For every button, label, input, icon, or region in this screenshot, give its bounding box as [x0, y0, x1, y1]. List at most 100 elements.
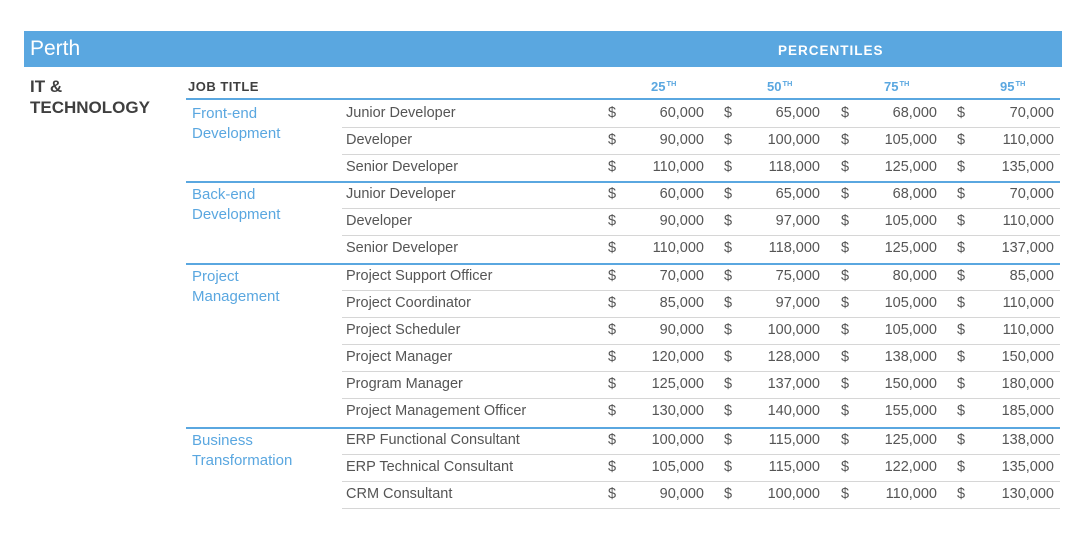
header-rule — [186, 98, 1060, 100]
salary-value-p25: 110,000 — [652, 159, 704, 175]
job-title-cell: Project Management Officer — [346, 403, 527, 419]
currency-symbol: $ — [608, 322, 617, 338]
percentile-header-25: 25TH — [651, 79, 676, 94]
salary-value-p50: 65,000 — [775, 105, 820, 121]
salary-value-p50: 137,000 — [767, 376, 820, 392]
currency-symbol: $ — [608, 240, 617, 256]
salary-value-p25: 90,000 — [659, 322, 704, 338]
currency-symbol: $ — [724, 268, 733, 284]
table-row: Senior Developer $110,000 $118,000 $125,000… — [342, 155, 1060, 182]
job-title-cell: ERP Functional Consultant — [346, 432, 520, 448]
currency-symbol: $ — [957, 105, 966, 121]
percentile-number: 50 — [767, 79, 782, 94]
currency-symbol: $ — [957, 486, 966, 502]
currency-symbol: $ — [608, 132, 617, 148]
currency-symbol: $ — [957, 186, 966, 202]
table-row: Program Manager $125,000 $137,000 $150,000 $… — [342, 372, 1060, 399]
job-title-cell: Developer — [346, 213, 413, 229]
currency-symbol: $ — [957, 432, 966, 448]
currency-symbol: $ — [724, 432, 733, 448]
percentile-header-95: 95TH — [1000, 79, 1025, 94]
salary-value-p95: 110,000 — [1002, 322, 1054, 338]
currency-symbol: $ — [608, 295, 617, 311]
salary-value-p95: 110,000 — [1002, 213, 1054, 229]
currency-symbol: $ — [724, 213, 733, 229]
currency-symbol: $ — [608, 159, 617, 175]
table-row: Project Coordinator $85,000 $97,000 $105,00… — [342, 291, 1060, 318]
salary-value-p95: 137,000 — [1001, 240, 1054, 256]
currency-symbol: $ — [608, 349, 617, 365]
currency-symbol: $ — [724, 376, 733, 392]
salary-value-p75: 68,000 — [892, 186, 937, 202]
currency-symbol: $ — [608, 105, 617, 121]
job-title-cell: Project Support Officer — [346, 268, 493, 284]
job-title-cell: Senior Developer — [346, 240, 459, 256]
currency-symbol: $ — [608, 432, 617, 448]
percentiles-heading: PERCENTILES — [778, 43, 884, 58]
category-label-line: Project — [192, 268, 239, 285]
currency-symbol: $ — [957, 322, 966, 338]
salary-value-p75: 105,000 — [884, 295, 937, 311]
job-title-cell: Junior Developer — [346, 105, 456, 121]
salary-value-p95: 138,000 — [1001, 432, 1054, 448]
salary-value-p75: 155,000 — [884, 403, 937, 419]
currency-symbol: $ — [841, 295, 850, 311]
salary-value-p75: 105,000 — [884, 322, 937, 338]
job-title-cell: Project Manager — [346, 349, 453, 365]
currency-symbol: $ — [957, 159, 966, 175]
salary-value-p75: 105,000 — [884, 132, 937, 148]
category-label: Project Management — [192, 267, 280, 307]
category-divider — [186, 427, 1060, 429]
currency-symbol: $ — [841, 322, 850, 338]
table-row: Project Manager $120,000 $128,000 $138,000 $… — [342, 345, 1060, 372]
salary-value-p25: 125,000 — [651, 376, 704, 392]
salary-value-p50: 75,000 — [775, 268, 820, 284]
percentile-suffix: TH — [1015, 79, 1026, 88]
salary-value-p95: 110,000 — [1002, 295, 1054, 311]
table-row: Junior Developer $60,000 $65,000 $68,000 $70… — [342, 182, 1060, 209]
salary-value-p75: 105,000 — [884, 213, 937, 229]
currency-symbol: $ — [724, 240, 733, 256]
category-label: Back-end Development — [192, 185, 280, 225]
job-title-cell: Developer — [346, 132, 413, 148]
job-title-cell: Project Scheduler — [346, 322, 461, 338]
salary-value-p50: 115,000 — [768, 432, 820, 448]
currency-symbol: $ — [724, 486, 733, 502]
table-row: Developer $90,000 $97,000 $105,000 $110,000 — [342, 209, 1060, 236]
currency-symbol: $ — [841, 240, 850, 256]
category-label-line: Development — [192, 125, 281, 142]
category-label: Business Transformation — [192, 431, 292, 471]
salary-value-p50: 97,000 — [775, 295, 820, 311]
currency-symbol: $ — [841, 268, 850, 284]
category-divider — [186, 181, 1060, 183]
salary-value-p75: 125,000 — [884, 159, 937, 175]
currency-symbol: $ — [724, 159, 733, 175]
percentile-suffix: TH — [899, 79, 910, 88]
currency-symbol: $ — [957, 240, 966, 256]
currency-symbol: $ — [841, 105, 850, 121]
percentile-suffix: TH — [782, 79, 793, 88]
salary-value-p25: 70,000 — [659, 268, 704, 284]
salary-value-p25: 90,000 — [659, 213, 704, 229]
table-row: ERP Technical Consultant $105,000 $115,000… — [342, 455, 1060, 482]
table-row: CRM Consultant $90,000 $100,000 $110,000 $13… — [342, 482, 1060, 509]
job-title-cell: Senior Developer — [346, 159, 459, 175]
table-row: ERP Functional Consultant $100,000 $115,00… — [342, 428, 1060, 455]
category-divider — [186, 263, 1060, 265]
currency-symbol: $ — [608, 268, 617, 284]
percentile-suffix: TH — [666, 79, 677, 88]
currency-symbol: $ — [957, 376, 966, 392]
currency-symbol: $ — [957, 459, 966, 475]
percentile-header-50: 50TH — [767, 79, 792, 94]
percentile-number: 25 — [651, 79, 666, 94]
salary-value-p25: 110,000 — [652, 240, 704, 256]
currency-symbol: $ — [608, 376, 617, 392]
currency-symbol: $ — [841, 376, 850, 392]
currency-symbol: $ — [608, 213, 617, 229]
currency-symbol: $ — [841, 349, 850, 365]
currency-symbol: $ — [957, 403, 966, 419]
currency-symbol: $ — [957, 349, 966, 365]
job-title-header: JOB TITLE — [188, 79, 259, 94]
sector-title-line-2: TECHNOLOGY — [30, 98, 150, 117]
